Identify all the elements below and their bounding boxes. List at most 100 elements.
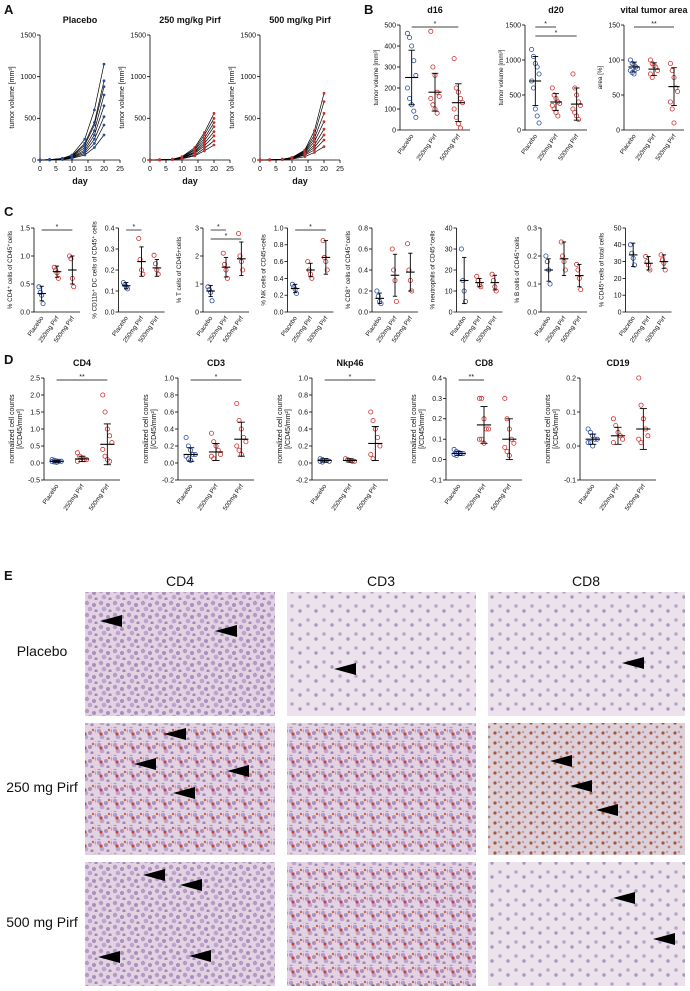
y-tick-label: 1000 xyxy=(130,74,146,81)
point xyxy=(38,158,42,162)
micrograph xyxy=(488,592,685,716)
x-tick-label: 5 xyxy=(54,166,58,173)
y-tick-label: 1.0 xyxy=(20,253,30,260)
point xyxy=(102,133,106,137)
y-tick-label: 1.0 xyxy=(164,375,174,382)
x-tick-label: 15 xyxy=(84,166,92,173)
x-tick-label: 500mg Pirf xyxy=(490,483,513,512)
y-tick-label: 1500 xyxy=(20,32,36,39)
point xyxy=(93,137,96,141)
micrograph xyxy=(488,862,685,986)
point xyxy=(430,64,436,70)
y-tick-label: 0.4 xyxy=(274,276,284,283)
point xyxy=(671,120,677,126)
y-tick-label: 10 xyxy=(614,293,622,300)
point xyxy=(451,106,457,112)
y-tick-label: 0 xyxy=(616,127,620,134)
x-tick-label: 0 xyxy=(38,166,42,173)
chart-title: vital tumor area xyxy=(620,5,688,15)
point xyxy=(479,395,485,401)
point xyxy=(209,298,215,304)
point xyxy=(37,289,43,295)
y-tick-label: 0 xyxy=(195,309,199,316)
point xyxy=(234,400,240,406)
point xyxy=(627,242,633,248)
y-tick-label: 500 xyxy=(384,22,396,29)
point xyxy=(544,259,550,265)
y-tick-label: 500 xyxy=(509,92,521,99)
y-tick-label: 1000 xyxy=(240,74,256,81)
point xyxy=(504,448,510,454)
y-axis-label: % T cells of CD45+cells xyxy=(176,237,183,303)
y-tick-label: 30 xyxy=(445,246,453,253)
x-tick-label: 500mg Pirf xyxy=(557,133,580,162)
point xyxy=(93,108,96,112)
significance-label: * xyxy=(225,233,228,240)
point xyxy=(102,409,108,415)
x-tick-label: 500mg Pirf xyxy=(624,483,647,512)
y-axis-label: [/CD45/mm²] xyxy=(151,409,158,449)
y-tick-label: 1500 xyxy=(130,32,146,39)
point xyxy=(74,450,80,456)
point xyxy=(476,395,482,401)
point xyxy=(218,451,224,457)
y-axis-label: % CD8⁺ cells of CD45⁺cells xyxy=(345,231,352,309)
column-header: CD8 xyxy=(572,573,600,589)
x-tick-label: 20 xyxy=(210,166,218,173)
point xyxy=(71,284,77,290)
point xyxy=(212,130,216,134)
point xyxy=(212,134,216,138)
growth-line xyxy=(39,94,105,161)
point xyxy=(222,261,228,267)
point xyxy=(413,114,419,120)
x-tick-label: 25 xyxy=(336,166,344,173)
y-axis-label: tumor volume [mm³] xyxy=(498,49,505,105)
point xyxy=(70,156,74,160)
y-tick-label: 40 xyxy=(614,242,622,249)
significance-label: * xyxy=(132,224,135,231)
point xyxy=(313,151,316,154)
point xyxy=(148,158,152,162)
point xyxy=(532,106,538,112)
y-tick-label: 20 xyxy=(614,276,622,283)
point xyxy=(457,125,463,131)
y-tick-label: 0.4 xyxy=(105,225,115,232)
point xyxy=(391,267,397,273)
y-tick-label: 0.1 xyxy=(432,437,442,444)
point xyxy=(407,96,413,102)
y-axis-label: % CD4⁺ cells of CD45⁺cells xyxy=(7,231,14,309)
y-tick-label: -0.5 xyxy=(28,477,40,484)
y-axis-label: % CD11b⁺ DC cells of CD45⁺ cells xyxy=(92,221,99,319)
point xyxy=(294,291,300,297)
y-axis-label: tumor volume [mm³] xyxy=(229,66,236,128)
y-tick-label: 500 xyxy=(244,116,256,123)
point xyxy=(655,68,661,74)
x-tick-label: 0 xyxy=(148,166,152,173)
x-tick-label: Placebo xyxy=(397,133,416,156)
micrograph xyxy=(287,862,476,986)
y-tick-label: 0.3 xyxy=(105,246,115,253)
y-axis-label: [/CD45/mm²] xyxy=(17,409,24,449)
y-tick-label: 1500 xyxy=(505,22,521,29)
chart-title: CD4 xyxy=(73,358,91,368)
y-tick-label: 0.1 xyxy=(527,281,537,288)
point xyxy=(203,133,206,137)
chart-title: CD8 xyxy=(475,358,493,368)
point xyxy=(102,62,106,66)
significance-label: * xyxy=(217,224,220,231)
point xyxy=(585,426,591,432)
point xyxy=(206,287,212,293)
y-tick-label: 10 xyxy=(445,288,453,295)
y-tick-label: 1500 xyxy=(240,32,256,39)
point xyxy=(102,85,106,89)
y-tick-label: 0.3 xyxy=(432,396,442,403)
point xyxy=(84,457,90,463)
x-tick-label: 250mg Pirf xyxy=(330,483,353,512)
y-tick-label: 0.8 xyxy=(358,225,368,232)
chart-title: 500 mg/kg Pirf xyxy=(269,15,332,25)
y-tick-label: 0.0 xyxy=(274,309,284,316)
point xyxy=(203,144,206,148)
y-tick-label: 300 xyxy=(384,64,396,71)
x-tick-label: 250mg Pirf xyxy=(415,133,438,162)
